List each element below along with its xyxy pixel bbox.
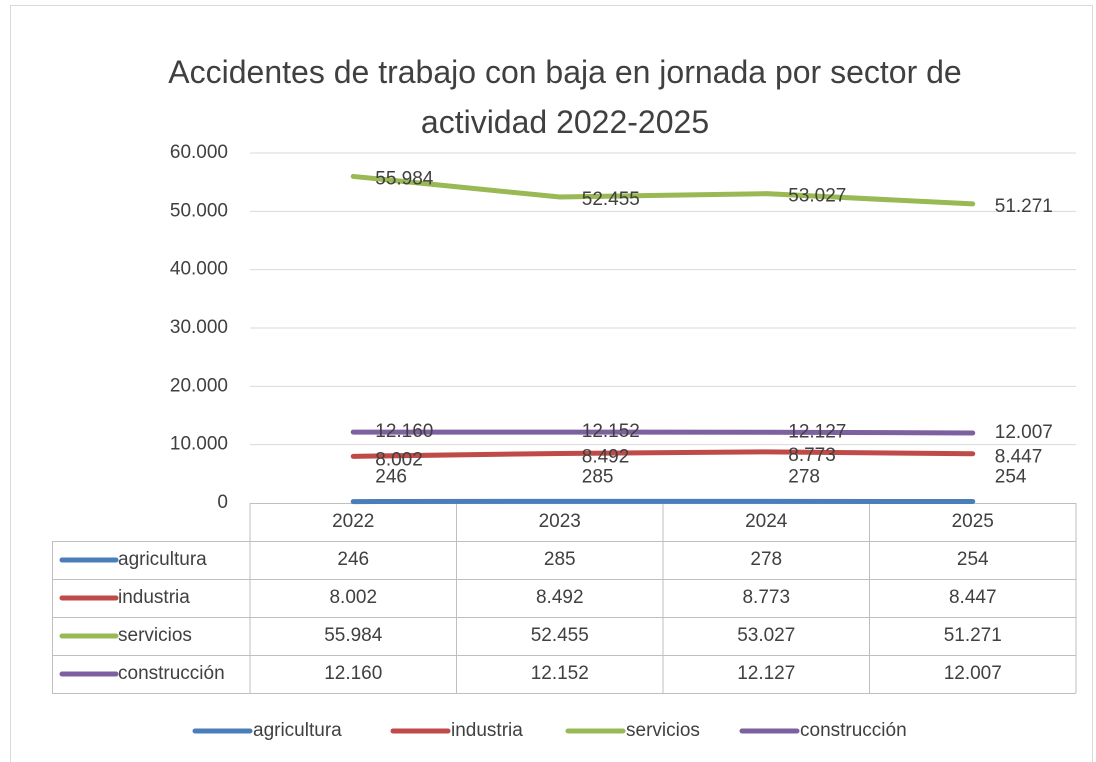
y-tick-label: 60.000 xyxy=(170,142,228,163)
table-cell: 254 xyxy=(957,549,989,570)
data-label: 52.455 xyxy=(582,189,640,210)
data-label: 8.773 xyxy=(788,445,836,466)
data-label: 285 xyxy=(582,466,614,487)
y-tick-label: 50.000 xyxy=(170,200,228,221)
data-label: 246 xyxy=(375,467,407,488)
series-line xyxy=(350,429,976,436)
data-label: 254 xyxy=(995,467,1027,488)
legend-label: agricultura xyxy=(253,720,342,741)
chart-frame xyxy=(10,5,1093,762)
data-label: 278 xyxy=(788,466,820,487)
table-series-name: industria xyxy=(118,587,190,608)
table-series-name: construcción xyxy=(118,663,225,684)
legend-label: servicios xyxy=(626,720,700,741)
legend-label: industria xyxy=(451,720,523,741)
table-cell: 53.027 xyxy=(737,625,795,646)
table-series-name: servicios xyxy=(118,625,192,646)
table-cell: 285 xyxy=(544,549,576,570)
table-cell: 8.447 xyxy=(949,587,997,608)
data-label: 8.492 xyxy=(582,446,630,467)
table-cell: 55.984 xyxy=(324,625,383,646)
y-tick-label: 20.000 xyxy=(170,375,228,396)
data-label: 12.007 xyxy=(995,422,1053,443)
table-cell: 52.455 xyxy=(531,625,589,646)
legend-label: construcción xyxy=(800,720,907,741)
chart-title: Accidentes de trabajo con baja en jornad… xyxy=(168,54,961,140)
x-tick-label: 2023 xyxy=(539,511,581,532)
x-tick-label: 2025 xyxy=(952,511,994,532)
data-label: 12.127 xyxy=(788,421,846,442)
y-tick-label: 30.000 xyxy=(170,317,228,338)
data-label: 12.152 xyxy=(582,421,640,442)
data-label: 51.271 xyxy=(995,196,1053,217)
data-label: 53.027 xyxy=(788,186,846,207)
x-tick-label: 2024 xyxy=(745,511,788,532)
table-cell: 278 xyxy=(750,549,782,570)
table-series-name: agricultura xyxy=(118,549,207,570)
data-label: 8.447 xyxy=(995,447,1043,468)
series-line xyxy=(350,173,976,207)
table-cell: 12.127 xyxy=(737,663,795,684)
table-cell: 12.007 xyxy=(944,663,1002,684)
y-tick-label: 10.000 xyxy=(170,434,228,455)
data-label: 8.002 xyxy=(375,449,423,470)
table-cell: 8.773 xyxy=(742,587,790,608)
series-line xyxy=(350,449,976,459)
table-cell: 12.152 xyxy=(531,663,589,684)
table-cell: 51.271 xyxy=(944,625,1002,646)
table-cell: 12.160 xyxy=(324,663,382,684)
table-cell: 246 xyxy=(337,549,369,570)
data-label: 55.984 xyxy=(375,168,434,189)
table-cell: 8.002 xyxy=(329,587,377,608)
x-tick-label: 2022 xyxy=(332,511,374,532)
y-tick-label: 0 xyxy=(217,492,228,513)
table-cell: 8.492 xyxy=(536,587,584,608)
data-label: 12.160 xyxy=(375,421,433,442)
y-tick-label: 40.000 xyxy=(170,259,228,280)
